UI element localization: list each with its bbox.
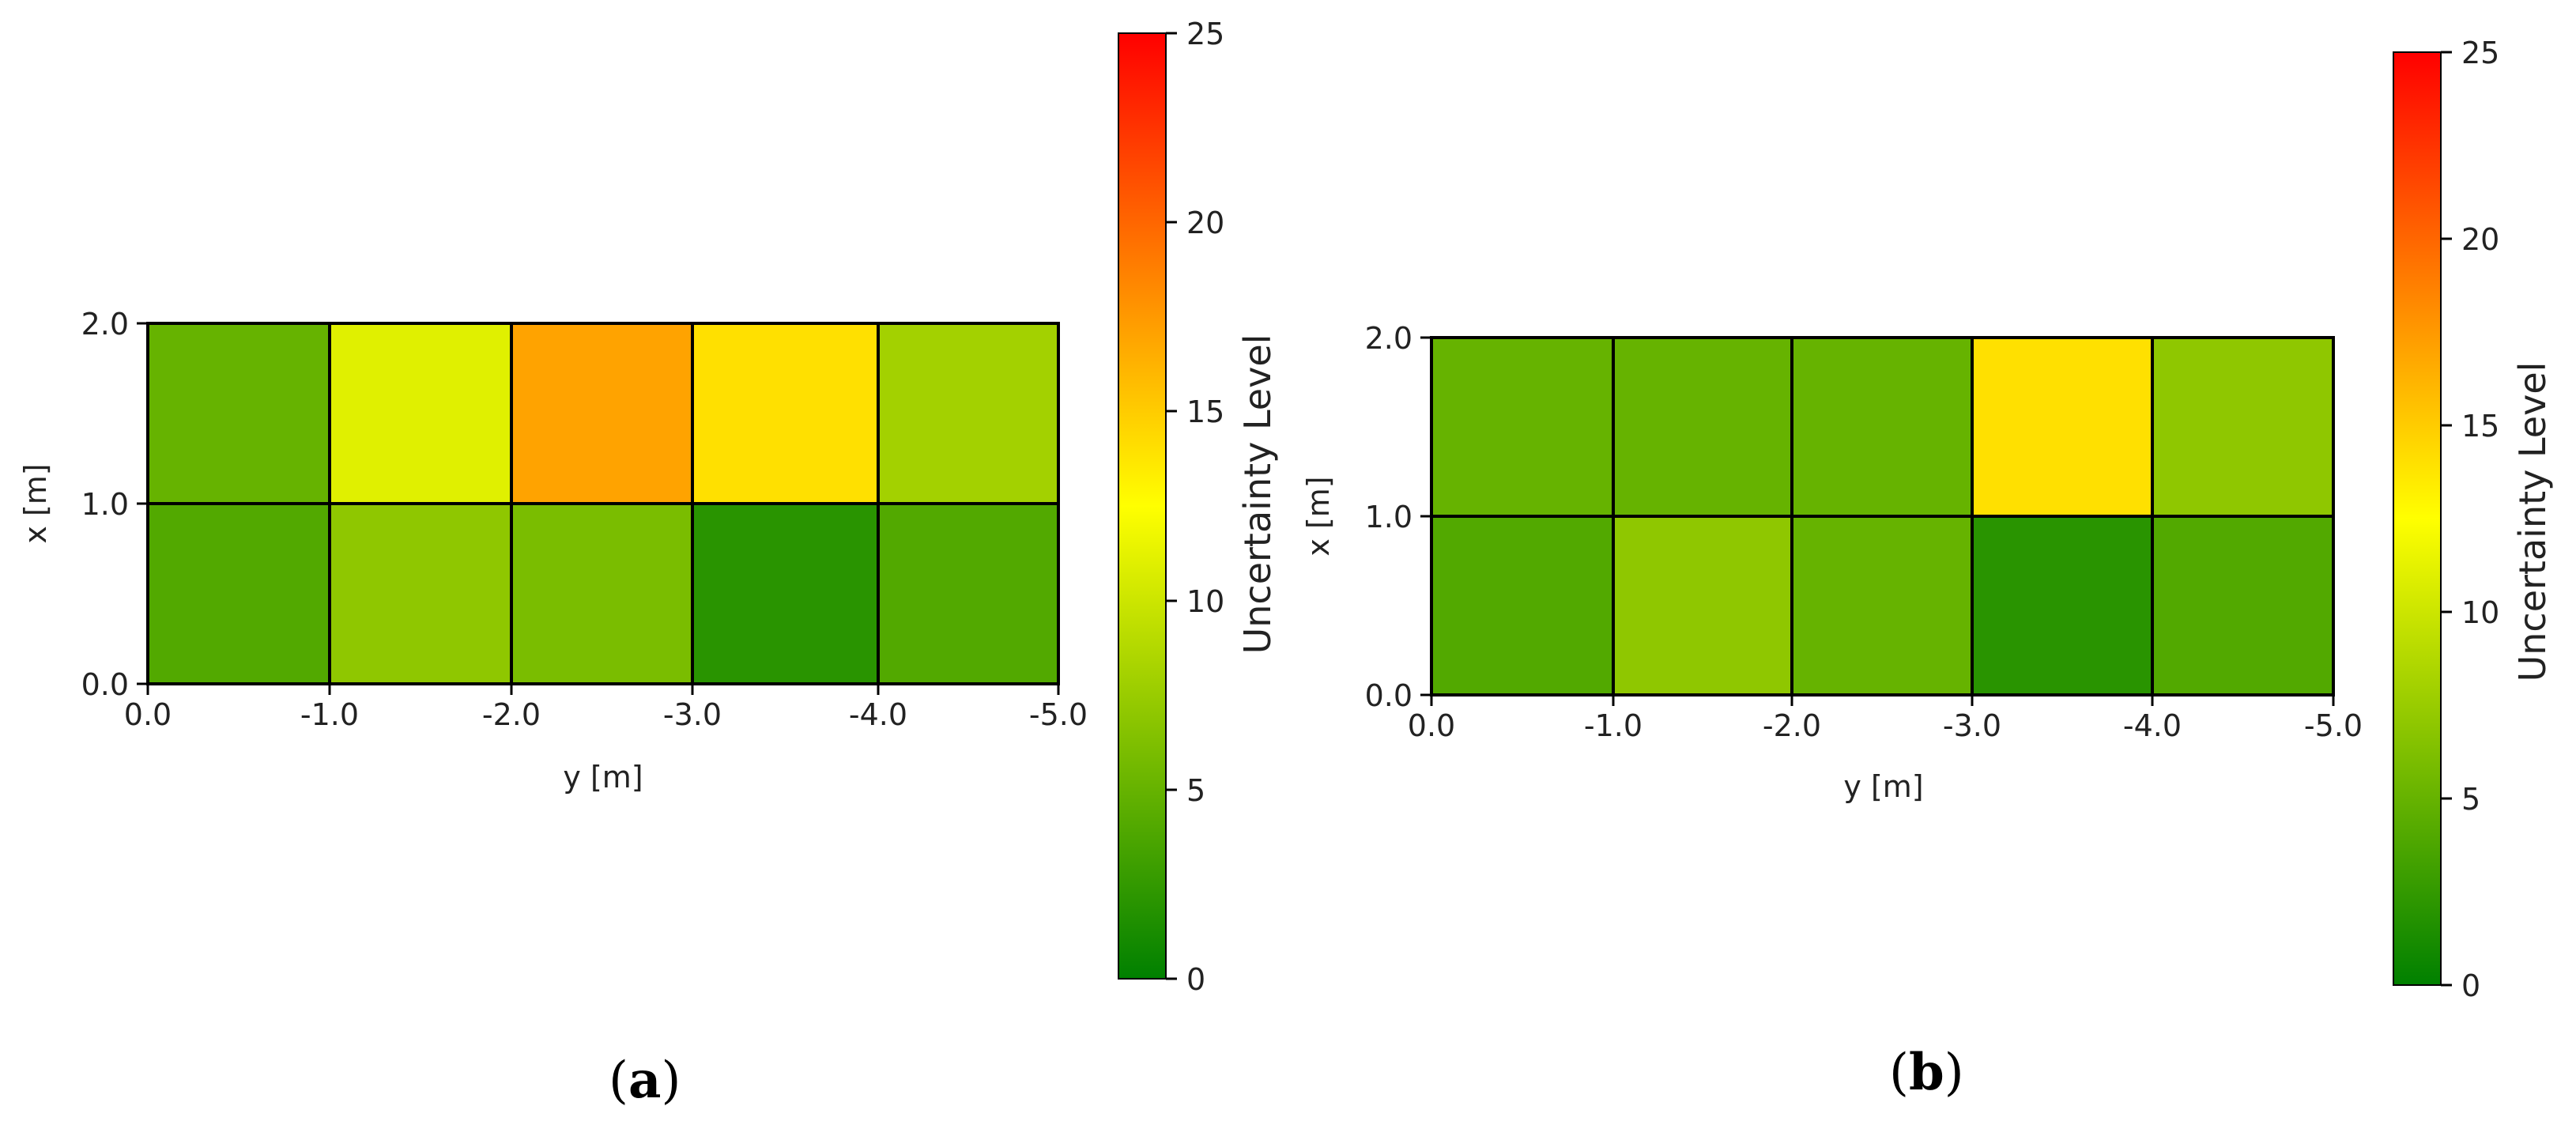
x-tick-label: -3.0 bbox=[1943, 708, 2001, 743]
x-tick-label: -2.0 bbox=[1763, 708, 1821, 743]
y-tick-label: 2.0 bbox=[1365, 321, 1412, 356]
panel-caption-b: (b) bbox=[1889, 1043, 1964, 1102]
colorbar-label: Uncertainty Level bbox=[2511, 362, 2554, 682]
y-axis-b: 0.0 1.0 2.0 x [m] bbox=[1301, 321, 1431, 713]
colorbar-tick-label: 25 bbox=[1186, 17, 1224, 51]
x-tick-label: -2.0 bbox=[482, 697, 541, 732]
x-tick-label: 0.0 bbox=[1408, 708, 1455, 743]
panel-caption-a: (a) bbox=[609, 1051, 681, 1110]
x-tick-label: -3.0 bbox=[663, 697, 722, 732]
colorbar-tick-label: 15 bbox=[2461, 409, 2499, 444]
heatmap-cell bbox=[877, 322, 1060, 505]
heatmap-cell bbox=[1430, 336, 1615, 518]
heatmap-cell bbox=[510, 322, 694, 505]
heatmap-cell bbox=[2151, 515, 2335, 697]
x-tick-label: -1.0 bbox=[300, 697, 359, 732]
x-axis-label: y [m] bbox=[563, 760, 643, 795]
y-axis-label: x [m] bbox=[18, 463, 53, 543]
colorbar-gradient bbox=[1118, 32, 1167, 980]
heatmap-cell bbox=[328, 322, 513, 505]
y-axis-a: 0.0 1.0 2.0 x [m] bbox=[18, 307, 148, 702]
colorbar-gradient bbox=[2393, 51, 2442, 986]
heatmap-cell bbox=[877, 502, 1060, 685]
heatmap-cell bbox=[2151, 336, 2335, 518]
y-tick-label: 1.0 bbox=[1365, 500, 1412, 534]
heatmap-cell bbox=[146, 502, 331, 685]
colorbar-tick-label: 0 bbox=[1186, 962, 1205, 997]
heatmap-cell bbox=[1971, 515, 2154, 697]
heatmap-cell bbox=[510, 502, 694, 685]
heatmap-cell bbox=[691, 322, 880, 505]
y-tick-label: 2.0 bbox=[81, 307, 129, 342]
y-axis-label: x [m] bbox=[1301, 476, 1336, 556]
panel-label: b bbox=[1908, 1043, 1944, 1102]
x-tick-label: -1.0 bbox=[1584, 708, 1643, 743]
x-tick-label: -5.0 bbox=[2304, 708, 2363, 743]
heatmap-cell bbox=[1971, 336, 2154, 518]
panel-b: 0.0 -1.0 -2.0 -3.0 -4.0 -5.0 y [m] 0.0 1… bbox=[1301, 36, 2554, 1003]
panel-label: a bbox=[628, 1051, 662, 1110]
heatmap-cell bbox=[1790, 336, 1974, 518]
y-tick-label: 0.0 bbox=[81, 667, 129, 702]
colorbar-label: Uncertainty Level bbox=[1236, 334, 1279, 655]
heatmap-cell bbox=[691, 502, 880, 685]
colorbar-tick-label: 20 bbox=[2461, 222, 2499, 257]
colorbar-tick-label: 25 bbox=[2461, 36, 2499, 70]
heatmap-b bbox=[1430, 336, 2335, 697]
colorbar-tick-label: 20 bbox=[1186, 206, 1224, 240]
colorbar-tick-label: 5 bbox=[1186, 773, 1205, 808]
heatmap-cell bbox=[328, 502, 513, 685]
x-tick-label: -4.0 bbox=[849, 697, 907, 732]
colorbar-tick-label: 10 bbox=[2461, 595, 2499, 630]
heatmap-cell bbox=[146, 322, 331, 505]
x-tick-label: 0.0 bbox=[124, 697, 172, 732]
heatmap-cell bbox=[1790, 515, 1974, 697]
colorbar-b: 0 5 10 15 20 25 Uncertainty Level bbox=[2393, 36, 2554, 1003]
colorbar-tick-label: 10 bbox=[1186, 584, 1224, 619]
x-tick-label: -4.0 bbox=[2123, 708, 2182, 743]
colorbar-tick-label: 5 bbox=[2461, 782, 2480, 817]
x-axis-b: 0.0 -1.0 -2.0 -3.0 -4.0 -5.0 y [m] bbox=[1408, 695, 2363, 804]
colorbar-a: 0 5 10 15 20 25 Uncertainty Level bbox=[1118, 17, 1279, 997]
y-tick-label: 0.0 bbox=[1365, 678, 1412, 713]
x-tick-label: -5.0 bbox=[1029, 697, 1088, 732]
panel-a: 0.0 -1.0 -2.0 -3.0 -4.0 -5.0 y [m] 0.0 1… bbox=[18, 17, 1279, 997]
y-tick-label: 1.0 bbox=[81, 487, 129, 522]
colorbar-tick-label: 0 bbox=[2461, 968, 2480, 1003]
heatmap-cell bbox=[1612, 515, 1793, 697]
heatmap-cell bbox=[1430, 515, 1615, 697]
heatmap-a bbox=[146, 322, 1060, 685]
heatmap-cell bbox=[1612, 336, 1793, 518]
x-axis-a: 0.0 -1.0 -2.0 -3.0 -4.0 -5.0 y [m] bbox=[124, 684, 1088, 795]
colorbar-tick-label: 15 bbox=[1186, 395, 1224, 429]
x-axis-label: y [m] bbox=[1843, 769, 1923, 804]
